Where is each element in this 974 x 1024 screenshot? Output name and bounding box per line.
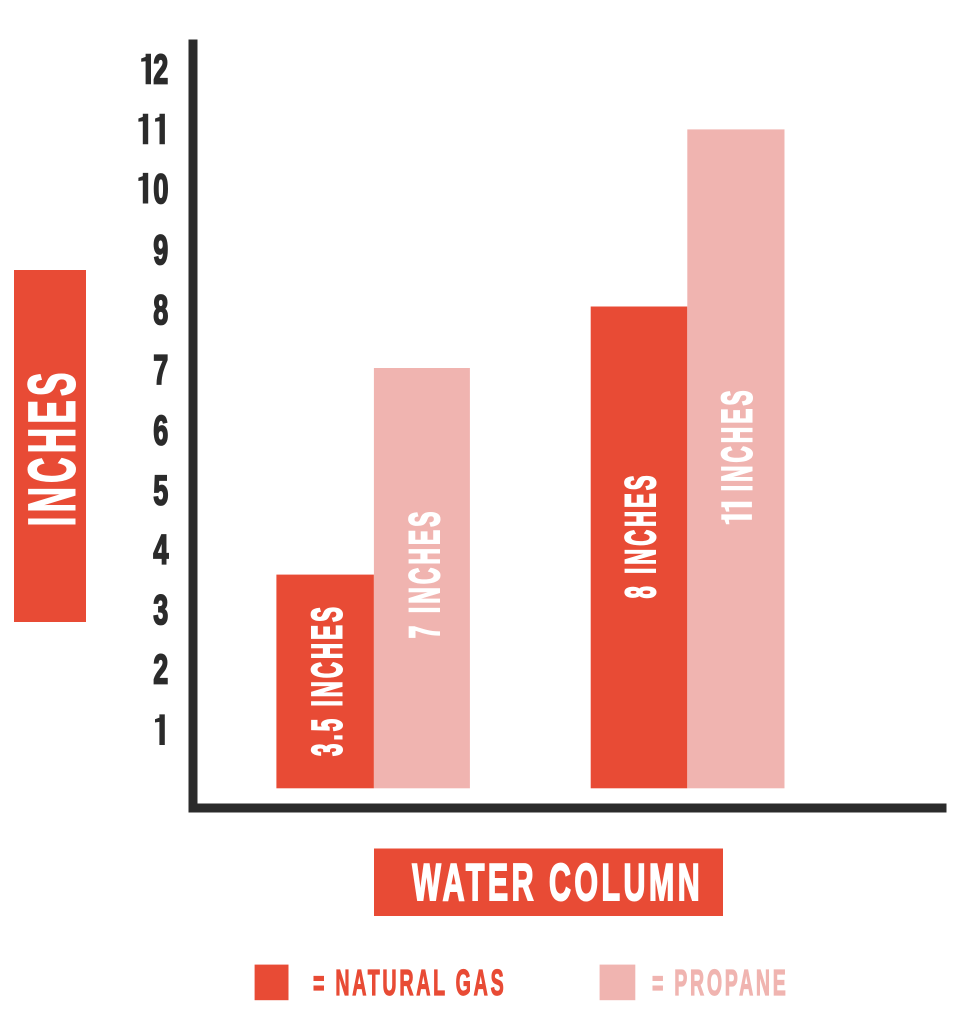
svg-text:WATER COLUMN: WATER COLUMN	[412, 854, 703, 912]
svg-text:0: 0	[153, 165, 168, 212]
svg-text:INCHES: INCHES	[714, 387, 761, 491]
svg-text:= PROPANE: = PROPANE	[652, 962, 789, 1003]
svg-text:7: 7	[153, 346, 168, 393]
svg-text:4: 4	[153, 526, 169, 573]
svg-text:3: 3	[153, 586, 168, 633]
svg-text:2: 2	[153, 646, 168, 693]
svg-text:9: 9	[153, 226, 168, 273]
svg-text:3.5 INCHES: 3.5 INCHES	[305, 604, 352, 756]
svg-text:INCHES: INCHES	[15, 368, 89, 526]
svg-text:= NATURAL GAS: = NATURAL GAS	[313, 962, 506, 1003]
svg-text:2: 2	[153, 46, 168, 93]
svg-text:7 INCHES: 7 INCHES	[402, 508, 449, 638]
svg-text:8: 8	[153, 286, 168, 333]
svg-text:6: 6	[153, 407, 168, 454]
svg-text:5: 5	[153, 466, 168, 513]
svg-text:8 INCHES: 8 INCHES	[618, 472, 665, 598]
